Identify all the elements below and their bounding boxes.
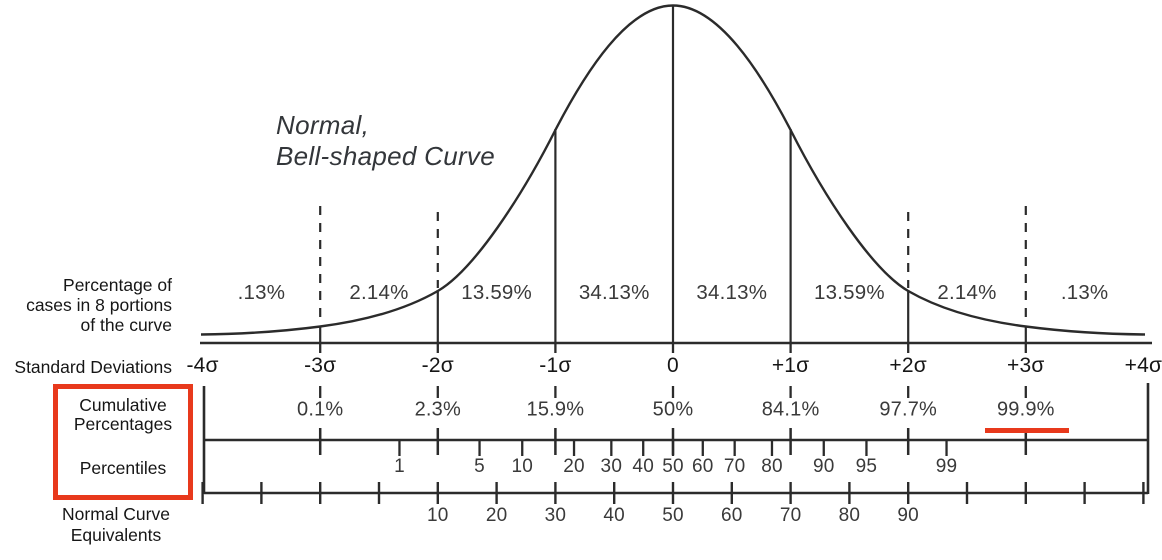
sigma-axis-label: +3σ [1007, 354, 1045, 377]
portion-percentage-label: 2.14% [937, 281, 997, 304]
sigma-dashed-lines [319, 206, 1027, 325]
percentile-label: 1 [394, 456, 405, 477]
cumulative-percentage-label: 15.9% [526, 398, 585, 421]
nce-label: 40 [603, 505, 625, 526]
percentiles-row-label: Percentiles [79, 458, 167, 478]
nce-label: 70 [779, 505, 802, 526]
cumulative-999-underline [985, 428, 1069, 433]
cumulative-percentage-label: 0.1% [296, 398, 344, 421]
cumulative-percentage-label: 50% [652, 398, 694, 421]
percentile-label: 99 [935, 456, 958, 477]
percentile-label: 40 [632, 456, 654, 477]
sigma-axis-label: +1σ [771, 354, 810, 377]
chart-title: Normal, Bell-shaped Curve [276, 110, 495, 171]
percentile-label: 90 [812, 456, 835, 477]
portion-percentage-label: 34.13% [578, 281, 650, 304]
nce-label: 50 [662, 505, 684, 526]
sigma-axis-label: -1σ [539, 354, 572, 377]
nce-label: 60 [721, 505, 743, 526]
cumulative-percentage-label: 97.7% [879, 398, 938, 421]
nce-label: 20 [485, 505, 508, 526]
portion-percentage-label: 13.59% [814, 281, 885, 304]
cumulative-row-label: Cumulative Percentages [73, 395, 173, 434]
bell-curve [200, 4, 1146, 336]
percentile-label: 20 [563, 456, 585, 477]
percentile-label: 70 [723, 456, 746, 477]
percentile-label: 80 [761, 456, 783, 477]
sigma-division-lines [319, 6, 1027, 343]
percentile-label: 60 [692, 456, 714, 477]
cumulative-percentage-label: 99.9% [996, 398, 1055, 421]
std-dev-row-label: Standard Deviations [14, 357, 172, 377]
sigma-axis-label: -4σ [186, 354, 219, 377]
percentile-label: 50 [662, 456, 684, 477]
portion-percentage-label: 2.14% [349, 281, 409, 304]
percentiles-highlight-box [53, 384, 193, 500]
nce-label: 30 [544, 505, 567, 526]
cumulative-percentage-label: 2.3% [414, 398, 461, 421]
sigma-axis-label: -2σ [421, 354, 454, 377]
percentile-label: 95 [855, 456, 878, 477]
percentile-label: 10 [511, 456, 534, 477]
percentile-label: 5 [474, 456, 485, 477]
nce-label: 90 [897, 505, 919, 526]
portion-percentage-label: 13.59% [461, 281, 532, 304]
sigma-axis-label: 0 [667, 354, 679, 377]
tick-marks [201, 343, 1145, 504]
portions-row-label: Percentage of cases in 8 portions of the… [26, 275, 172, 335]
nce-row-label: Normal Curve Equivalents [62, 504, 170, 545]
nce-label: 10 [427, 505, 449, 526]
sigma-axis-label: -3σ [304, 354, 337, 377]
cumulative-percentage-label: 84.1% [761, 398, 820, 421]
portion-percentage-label: .13% [1060, 281, 1109, 304]
percentile-label: 30 [600, 456, 623, 477]
sigma-axis-label: +4σ [1124, 354, 1162, 377]
sigma-axis-label: +2σ [889, 354, 927, 377]
portion-percentage-label: .13% [237, 281, 286, 304]
portion-percentage-label: 34.13% [696, 281, 768, 304]
nce-label: 80 [838, 505, 861, 526]
